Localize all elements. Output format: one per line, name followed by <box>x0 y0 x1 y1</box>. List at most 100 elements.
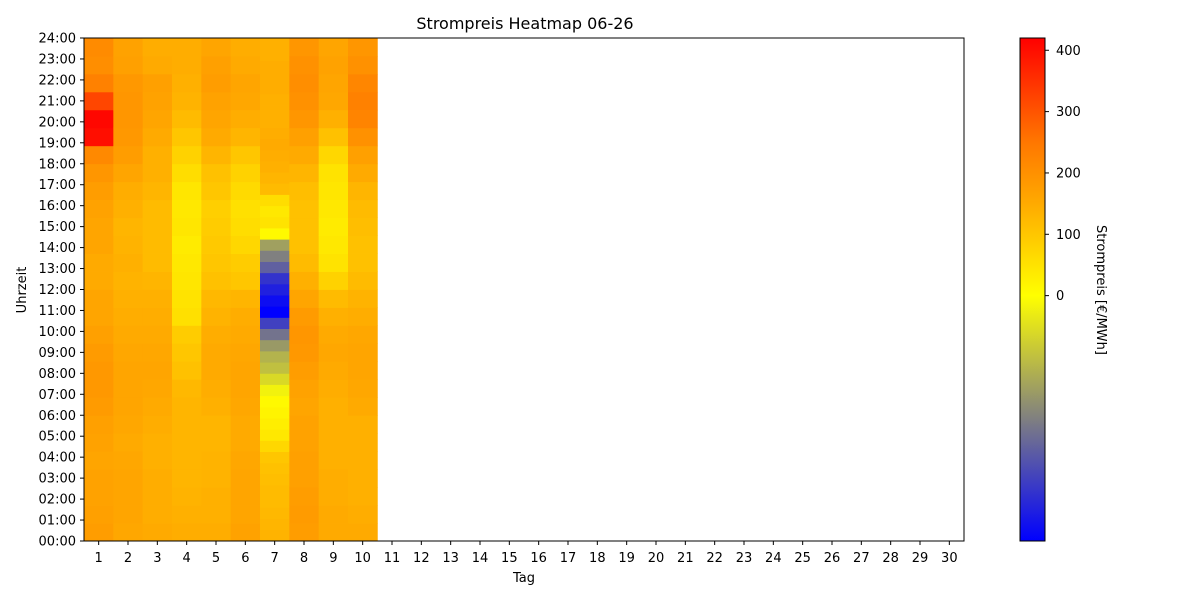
heatmap-cell <box>260 261 290 274</box>
heatmap-cell <box>318 325 349 344</box>
heatmap-cell <box>142 109 173 129</box>
heatmap-cell <box>289 487 320 506</box>
heatmap-cell <box>172 217 202 236</box>
heatmap-cell <box>289 55 320 75</box>
heatmap-cell <box>260 138 290 151</box>
heatmap-cell <box>84 361 114 380</box>
y-axis-label: Uhrzeit <box>15 267 30 314</box>
heatmap-cell <box>260 350 290 363</box>
heatmap-cell <box>348 523 378 542</box>
heatmap-cell <box>348 415 378 434</box>
heatmap-cell <box>201 433 232 452</box>
heatmap-cell <box>260 71 290 84</box>
heatmap-cell <box>260 38 290 50</box>
heatmap-cell <box>289 253 320 272</box>
heatmap-cell <box>230 109 261 129</box>
heatmap-cell <box>201 415 232 434</box>
heatmap-cell <box>318 397 349 416</box>
x-tick-label: 30 <box>941 551 958 566</box>
heatmap-cell <box>142 253 173 272</box>
heatmap-cell <box>172 523 202 542</box>
y-tick-label: 20:00 <box>39 115 76 130</box>
heatmap-cell <box>230 91 261 111</box>
heatmap-cell <box>172 361 202 380</box>
heatmap-cell <box>230 469 261 488</box>
heatmap-cell <box>348 487 378 506</box>
x-tick-label: 4 <box>183 551 191 566</box>
heatmap-cell <box>201 127 232 147</box>
heatmap-cell <box>172 38 202 57</box>
heatmap-cell <box>289 469 320 488</box>
heatmap-cell <box>201 253 232 272</box>
heatmap-cell <box>230 127 261 147</box>
heatmap-cell <box>318 199 349 219</box>
heatmap-cell <box>260 172 290 184</box>
heatmap-cell <box>260 205 290 218</box>
heatmap-cell <box>172 325 202 344</box>
heatmap-cell <box>318 271 349 290</box>
heatmap-cell <box>260 283 290 296</box>
heatmap-cell <box>84 325 114 344</box>
heatmap-cell <box>113 505 144 524</box>
heatmap-cell <box>113 145 144 165</box>
heatmap-cell <box>84 199 114 219</box>
heatmap-cell <box>348 55 378 75</box>
heatmap-cell <box>260 116 290 128</box>
heatmap-cell <box>201 271 232 290</box>
y-tick-label: 18:00 <box>39 157 76 172</box>
heatmap-cell <box>260 473 290 486</box>
heatmap-cell <box>84 379 114 398</box>
heatmap-cell <box>260 49 290 61</box>
heatmap-cell <box>230 73 261 93</box>
heatmap-cell <box>318 253 349 272</box>
x-tick-label: 27 <box>853 551 870 566</box>
heatmap-cell <box>84 109 114 129</box>
heatmap-cell <box>230 253 261 272</box>
heatmap-cell <box>230 433 261 452</box>
y-tick-label: 03:00 <box>39 472 76 487</box>
heatmap-cell <box>318 505 349 524</box>
y-tick-label: 01:00 <box>39 514 76 529</box>
heatmap-cell <box>289 361 320 380</box>
heatmap-cell <box>260 239 290 251</box>
heatmap-cell <box>230 55 261 75</box>
heatmap-cell <box>201 235 232 254</box>
heatmap-cell <box>318 361 349 380</box>
x-tick-label: 10 <box>354 551 371 566</box>
heatmap-cell <box>230 307 261 326</box>
colorbar-tick-label: 0 <box>1056 289 1064 304</box>
heatmap-cell <box>113 163 144 183</box>
heatmap-cell <box>289 199 320 219</box>
heatmap-cell <box>142 433 173 452</box>
heatmap-cell <box>84 217 114 236</box>
heatmap-cell <box>348 91 378 111</box>
y-tick-label: 13:00 <box>39 262 76 277</box>
y-tick-label: 00:00 <box>39 535 76 550</box>
heatmap-cell <box>113 55 144 75</box>
heatmap-cell <box>318 73 349 93</box>
y-tick-label: 12:00 <box>39 283 76 298</box>
heatmap-cell <box>348 397 378 416</box>
y-tick-label: 22:00 <box>39 73 76 88</box>
heatmap-cell <box>348 73 378 93</box>
heatmap-cell <box>260 462 290 475</box>
x-tick-label: 22 <box>706 551 723 566</box>
heatmap-cell <box>172 487 202 506</box>
heatmap-cell <box>84 253 114 272</box>
x-tick-label: 23 <box>736 551 753 566</box>
heatmap-cell <box>260 339 290 352</box>
heatmap-cell <box>142 307 173 326</box>
heatmap-cell <box>201 487 232 506</box>
heatmap-cell <box>289 163 320 183</box>
heatmap-cell <box>289 38 320 57</box>
heatmap-cell <box>230 217 261 236</box>
y-tick-label: 04:00 <box>39 451 76 466</box>
heatmap-cell <box>230 361 261 380</box>
x-tick-label: 28 <box>882 551 899 566</box>
y-tick-label: 05:00 <box>39 430 76 445</box>
heatmap-cell <box>172 163 202 183</box>
heatmap-cell <box>289 325 320 344</box>
x-tick-label: 17 <box>560 551 577 566</box>
heatmap-cell <box>201 523 232 542</box>
heatmap-cell <box>172 127 202 147</box>
